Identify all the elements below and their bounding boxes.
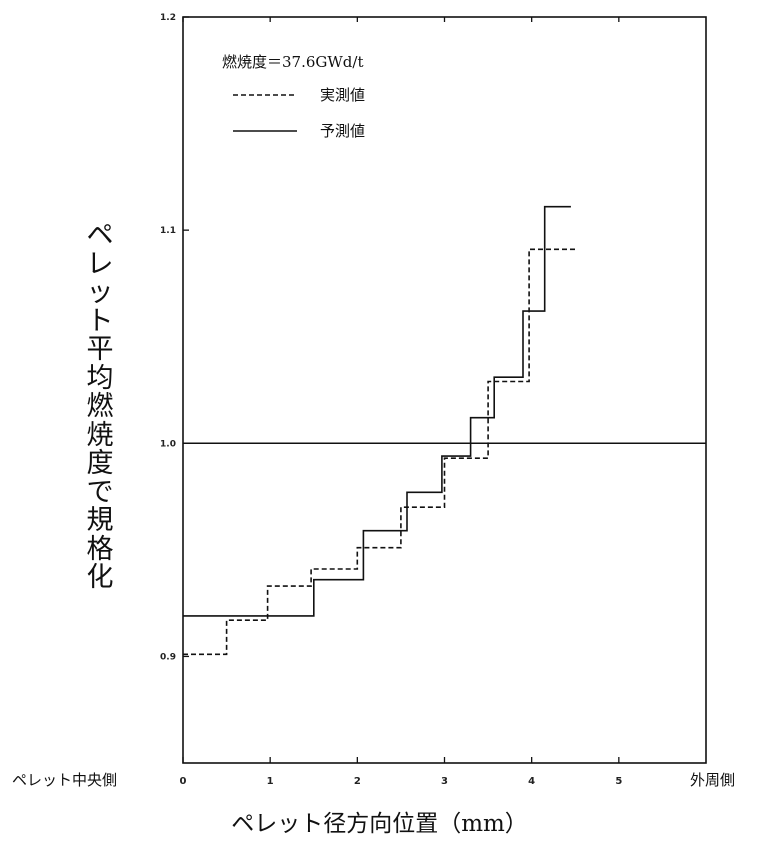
- y-axis-label-char: 化: [86, 562, 114, 593]
- y-axis-label-char: 平: [86, 334, 114, 365]
- x-tick-label: 5: [615, 776, 622, 787]
- y-axis-label-char: ト: [86, 305, 114, 337]
- x-left-label: ペレット中央側: [12, 771, 118, 789]
- y-axis-label-char: ペ: [86, 220, 114, 251]
- y-axis-label-char: 格: [86, 533, 114, 565]
- y-axis-label-char: ッ: [86, 277, 114, 308]
- y-axis-label-char: レ: [86, 248, 114, 280]
- y-axis-label-char: 均: [86, 362, 114, 394]
- x-tick-label: 2: [354, 776, 361, 787]
- plot-frame: [182, 16, 707, 764]
- x-tick-label: 1: [267, 776, 274, 787]
- x-right-label: 外周側: [690, 771, 736, 789]
- x-axis-label: ペレット径方向位置（mm）: [231, 811, 528, 837]
- y-axis-label-char: 焼: [86, 419, 114, 451]
- series-measured-line: [183, 248, 576, 656]
- y-tick-label: 0.9: [160, 652, 176, 662]
- x-tick-label: 0: [180, 776, 187, 787]
- series-predicted-line: [183, 205, 571, 617]
- y-axis-label-char: で: [86, 476, 114, 508]
- y-tick-label: 1.0: [160, 439, 176, 449]
- x-tick-label: 3: [441, 776, 448, 787]
- y-axis-label-char: 度: [86, 448, 114, 479]
- x-tick-label: 4: [528, 776, 535, 787]
- y-axis-label-char: 規: [86, 505, 114, 536]
- legend-label: 予測値: [320, 122, 365, 140]
- y-tick-label: 1.2: [160, 13, 176, 23]
- annotation: 燃焼度＝37.6GWd/t: [222, 53, 363, 71]
- y-axis-label-char: 燃: [86, 391, 114, 422]
- legend-label: 実測値: [320, 86, 365, 104]
- y-tick-label: 1.1: [160, 226, 176, 236]
